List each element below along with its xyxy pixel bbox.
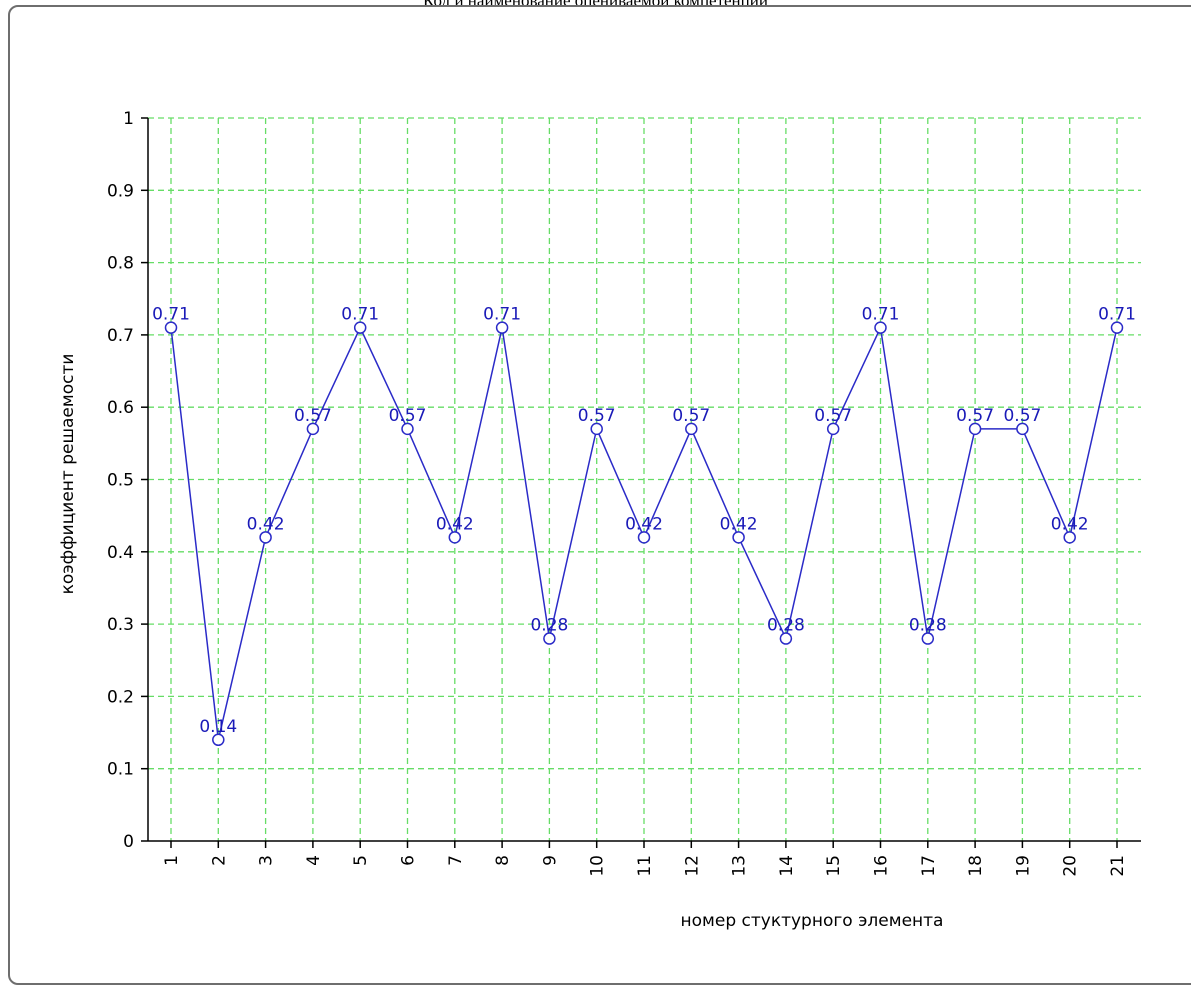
data-point xyxy=(212,733,225,747)
x-tick-label: 12 xyxy=(682,855,702,877)
data-point xyxy=(590,422,603,436)
data-label: 0.57 xyxy=(814,406,852,426)
data-point xyxy=(259,531,272,544)
y-tick-label: 0 xyxy=(123,832,134,852)
data-label: 0.14 xyxy=(199,717,237,737)
x-tick-label: 5 xyxy=(351,855,371,866)
x-tick-label: 10 xyxy=(588,855,608,877)
data-label: 0.28 xyxy=(530,616,568,636)
y-tick-label: 0.8 xyxy=(107,254,134,274)
y-tick-label: 0.3 xyxy=(107,615,134,635)
data-label: 0.57 xyxy=(389,406,427,426)
y-tick-label: 0.2 xyxy=(107,687,134,707)
data-label: 0.57 xyxy=(1003,406,1041,426)
y-tick-label: 0.5 xyxy=(107,471,134,491)
x-tick-label: 17 xyxy=(919,855,939,877)
data-point xyxy=(543,632,556,645)
data-label: 0.71 xyxy=(483,305,521,325)
data-point xyxy=(637,531,651,544)
data-label: 0.71 xyxy=(862,305,900,325)
x-tick-label: 1 xyxy=(162,855,182,866)
grid xyxy=(148,117,1141,841)
x-tick-label: 4 xyxy=(304,855,324,866)
data-point xyxy=(164,321,178,334)
x-axis-title: номер стуктурного элемента xyxy=(681,911,944,931)
y-axis-title: коэффициент решаемости xyxy=(58,354,78,595)
y-tick-label: 0.6 xyxy=(107,398,134,418)
data-point xyxy=(874,321,887,334)
data-point xyxy=(401,422,414,436)
data-label: 0.28 xyxy=(909,616,947,636)
data-label: 0.71 xyxy=(341,305,379,325)
data-label: 0.57 xyxy=(294,406,332,426)
data-point xyxy=(779,632,793,645)
data-point xyxy=(1063,531,1076,544)
data-label: 0.57 xyxy=(672,406,710,426)
data-label: 0.42 xyxy=(720,514,758,534)
x-tick-label: 14 xyxy=(777,855,797,877)
data-point xyxy=(921,632,935,645)
data-point xyxy=(826,422,840,436)
data-labels: 0.71 0.14 0.42 0.57 0.71 0.57 0.42 0.71 0.28 0.57… xyxy=(152,305,1136,737)
data-label: 0.42 xyxy=(625,514,663,534)
data-point xyxy=(968,422,982,436)
line-chart: 00.10.20.30.40.50.60.70.80.911 2 3 4 5 6 7 8 9 10… xyxy=(58,109,1141,931)
data-point xyxy=(685,422,698,436)
data-label: 0.42 xyxy=(247,514,285,534)
x-tick-label: 8 xyxy=(493,855,513,866)
x-tick-label: 15 xyxy=(824,855,844,877)
data-label: 0.42 xyxy=(1051,514,1089,534)
data-label: 0.28 xyxy=(767,616,805,636)
chart-frame xyxy=(8,5,1191,985)
x-tick-label: 11 xyxy=(635,855,655,877)
data-label: 0.57 xyxy=(956,406,994,426)
data-label: 0.57 xyxy=(578,406,616,426)
y-tick-label: 1 xyxy=(123,109,134,129)
series xyxy=(164,321,1124,747)
data-label: 0.71 xyxy=(1098,305,1136,325)
x-tick-label: 21 xyxy=(1108,855,1128,877)
x-tick-label: 18 xyxy=(966,855,986,877)
data-point xyxy=(353,321,367,334)
y-tick-label: 0.7 xyxy=(107,326,134,346)
x-tick-label: 16 xyxy=(872,855,892,877)
data-point xyxy=(1110,321,1124,334)
data-point xyxy=(306,422,320,436)
data-point xyxy=(732,531,745,544)
data-label: 0.42 xyxy=(436,514,474,534)
data-point xyxy=(495,321,509,334)
x-tick-label: 3 xyxy=(257,855,277,866)
y-tick-label: 0.4 xyxy=(107,543,134,563)
x-tick-label: 13 xyxy=(730,855,750,877)
data-point xyxy=(448,531,462,544)
y-tick-label: 0.1 xyxy=(107,760,134,780)
x-tick-label: 19 xyxy=(1013,855,1033,877)
x-tick-label: 6 xyxy=(399,855,419,866)
axes: 00.10.20.30.40.50.60.70.80.911 2 3 4 5 6 7 8 9 10… xyxy=(107,109,1141,877)
data-point xyxy=(1016,422,1029,436)
data-label: 0.71 xyxy=(152,305,190,325)
x-tick-label: 9 xyxy=(540,855,560,866)
x-tick-label: 20 xyxy=(1061,855,1081,877)
x-tick-label: 7 xyxy=(446,855,466,866)
y-tick-label: 0.9 xyxy=(107,181,134,201)
x-tick-label: 2 xyxy=(209,855,229,866)
